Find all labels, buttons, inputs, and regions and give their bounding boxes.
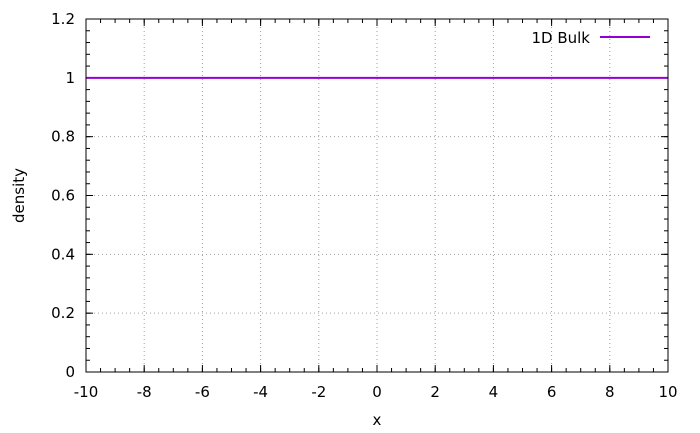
x-tick-label: 6 bbox=[547, 383, 557, 401]
legend: 1D Bulk bbox=[531, 29, 650, 47]
y-tick-label: 0.2 bbox=[51, 304, 75, 322]
x-tick-label: -2 bbox=[311, 383, 326, 401]
x-axis-label: x bbox=[373, 411, 382, 429]
y-tick-label: 0.8 bbox=[51, 128, 75, 146]
x-tick-label: 4 bbox=[489, 383, 499, 401]
y-tick-label: 0 bbox=[65, 363, 75, 381]
x-tick-label: -6 bbox=[195, 383, 210, 401]
x-tick-label: -4 bbox=[253, 383, 268, 401]
plot-frame bbox=[85, 18, 669, 373]
y-tick-label: 0.6 bbox=[51, 187, 75, 205]
y-tick-label: 1.2 bbox=[51, 10, 75, 28]
x-tick-label: -10 bbox=[74, 383, 99, 401]
y-axis-label: density bbox=[10, 168, 28, 223]
x-tick-label: 8 bbox=[605, 383, 615, 401]
x-tick-label: 0 bbox=[372, 383, 382, 401]
tick-labels: -10 -8 -6 -4 -2 0 2 4 6 8 10 0 0.2 0.4 0.6 0.8 1 1.2 bbox=[51, 10, 677, 401]
y-tick-label: 1 bbox=[65, 69, 75, 87]
x-tick-label: -8 bbox=[137, 383, 152, 401]
legend-label: 1D Bulk bbox=[531, 29, 590, 47]
grid-lines bbox=[86, 19, 668, 372]
x-tick-label: 2 bbox=[430, 383, 440, 401]
y-tick-label: 0.4 bbox=[51, 245, 75, 263]
x-tick-label: 10 bbox=[658, 383, 677, 401]
